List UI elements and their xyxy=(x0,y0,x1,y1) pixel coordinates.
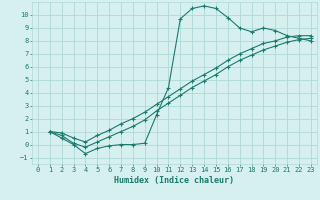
X-axis label: Humidex (Indice chaleur): Humidex (Indice chaleur) xyxy=(115,176,234,185)
